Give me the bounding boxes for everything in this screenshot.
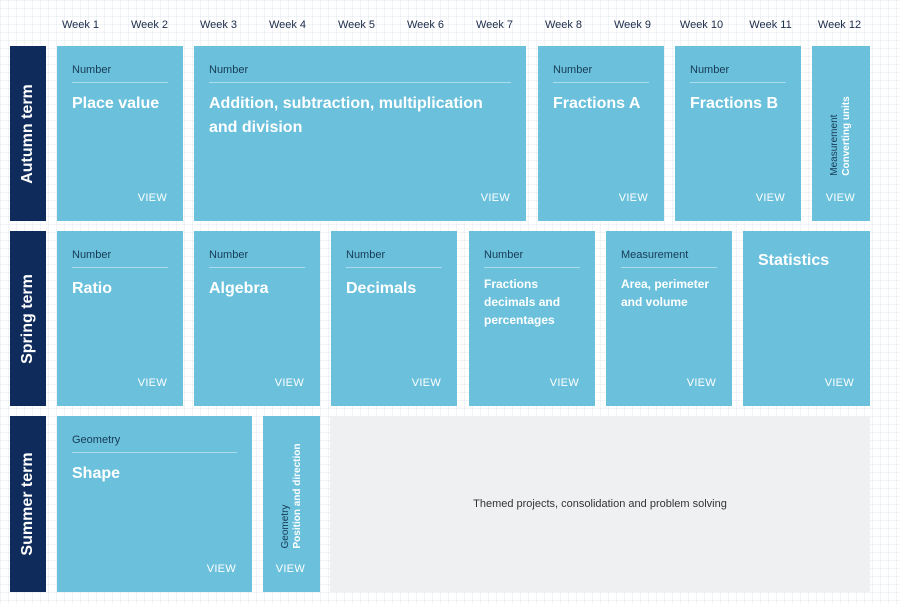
block-converting-units[interactable]: Measurement Converting units VIEW [812,46,870,221]
block-title: Converting units [841,96,852,176]
block-position-direction[interactable]: Geometry Position and direction VIEW [263,416,320,592]
view-link[interactable]: VIEW [274,377,304,389]
view-link[interactable]: VIEW [549,377,579,389]
block-category: Number [72,64,168,83]
term-label-summer: Summer term [10,416,46,592]
block-category: Number [346,249,442,268]
block-title: Statistics [758,252,830,269]
block-decimals[interactable]: Number Decimals VIEW [331,231,457,406]
view-link[interactable]: VIEW [411,377,441,389]
block-category: Number [553,64,649,83]
week-header-1: Week 1 [61,19,100,31]
view-link[interactable]: VIEW [206,563,236,575]
week-header-4: Week 4 [268,19,307,31]
block-title: Algebra [209,280,269,297]
block-category: Measurement [621,249,717,268]
block-category: Number [72,249,168,268]
block-statistics[interactable]: Statistics VIEW [743,231,870,406]
week-header-3: Week 3 [199,19,238,31]
week-header-6: Week 6 [406,19,445,31]
view-link[interactable]: VIEW [755,192,785,204]
term-label-spring-text: Spring term [19,273,36,364]
week-header-7: Week 7 [475,19,514,31]
block-fractions-b[interactable]: Number Fractions B VIEW [675,46,801,221]
term-label-autumn-text: Autumn term [19,83,36,184]
week-header-9: Week 9 [613,19,652,31]
themed-projects-panel: Themed projects, consolidation and probl… [330,416,870,592]
block-title: Fractions decimals and percentages [484,277,561,327]
block-category: Geometry [72,434,237,453]
term-label-spring: Spring term [10,231,46,406]
block-algebra[interactable]: Number Algebra VIEW [194,231,320,406]
block-place-value[interactable]: Number Place value VIEW [57,46,183,221]
week-header-11: Week 11 [749,19,792,31]
block-title: Shape [72,465,121,482]
block-category: Number [690,64,786,83]
block-fractions-a[interactable]: Number Fractions A VIEW [538,46,664,221]
block-addition-subtraction[interactable]: Number Addition, subtraction, multiplica… [194,46,526,221]
view-link[interactable]: VIEW [137,192,167,204]
block-category: Number [484,249,580,268]
term-label-summer-text: Summer term [19,452,36,556]
block-shape[interactable]: Geometry Shape VIEW [57,416,252,592]
block-fractions-decimals-percentages[interactable]: Number Fractions decimals and percentage… [469,231,595,406]
block-category: Number [209,64,511,83]
week-header-2: Week 2 [130,19,169,31]
block-title: Ratio [72,280,112,297]
block-title: Position and direction [291,443,303,549]
block-title: Fractions A [553,95,641,112]
block-category: Number [209,249,305,268]
view-link[interactable]: VIEW [825,192,855,204]
block-title: Addition, subtraction, multiplication an… [209,95,483,136]
view-link[interactable]: VIEW [137,377,167,389]
block-ratio[interactable]: Number Ratio VIEW [57,231,183,406]
themed-projects-text: Themed projects, consolidation and probl… [473,498,727,510]
block-title: Place value [72,95,160,112]
block-title: Decimals [346,280,417,297]
block-title: Area, perimeter and volume [621,277,710,309]
view-link[interactable]: VIEW [686,377,716,389]
view-link[interactable]: VIEW [275,563,305,575]
week-header-5: Week 5 [337,19,376,31]
view-link[interactable]: VIEW [480,192,510,204]
block-category: Geometry [279,504,291,549]
block-title: Fractions B [690,95,779,112]
term-label-autumn: Autumn term [10,46,46,221]
block-category: Measurement [829,114,840,176]
week-header-8: Week 8 [544,19,583,31]
week-header-10: Week 10 [679,19,724,31]
view-link[interactable]: VIEW [824,377,854,389]
week-header-12: Week 12 [817,19,862,31]
view-link[interactable]: VIEW [618,192,648,204]
block-area-perimeter-volume[interactable]: Measurement Area, perimeter and volume V… [606,231,732,406]
